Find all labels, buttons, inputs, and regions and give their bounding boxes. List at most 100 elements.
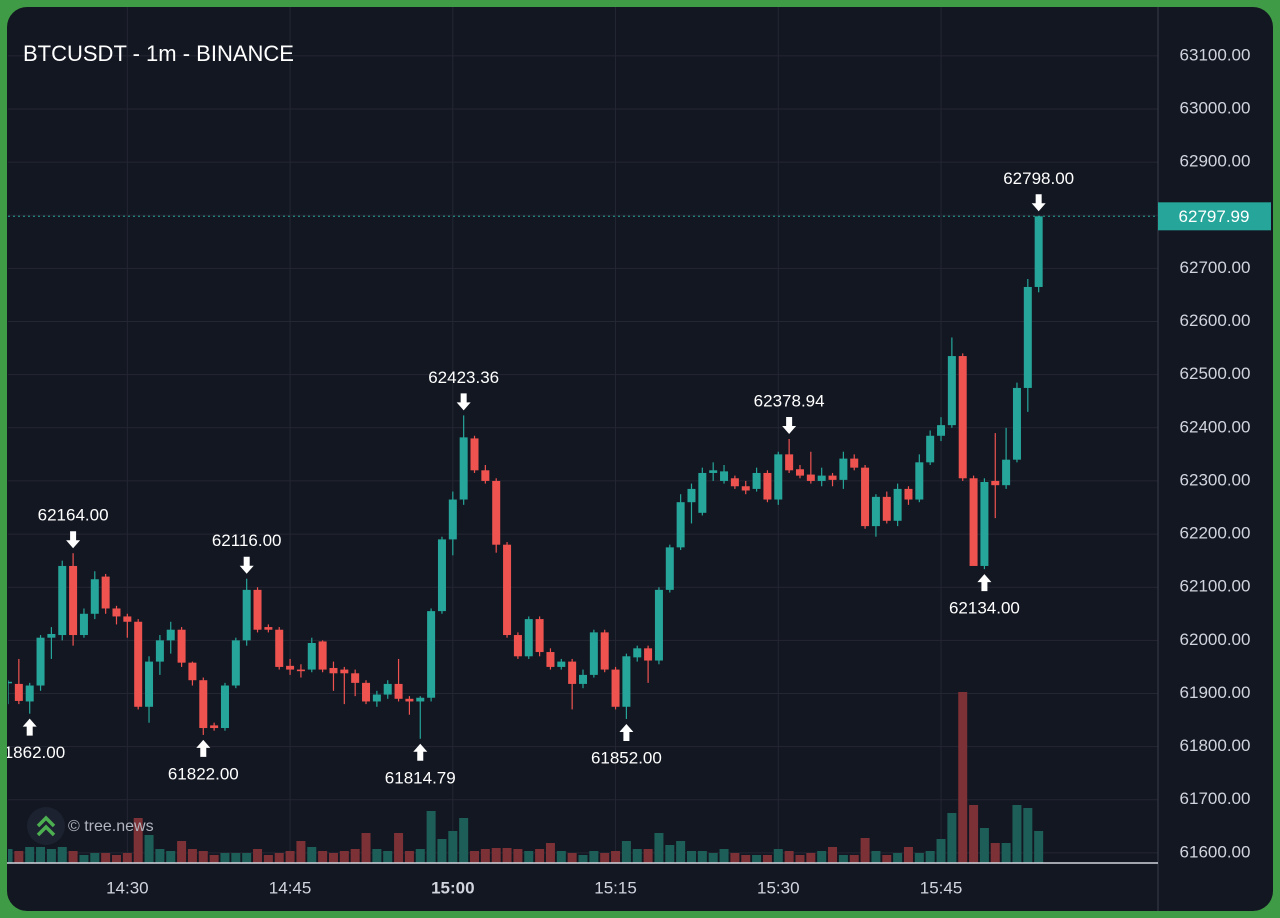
candle-body [199,680,208,729]
candle-body [318,641,327,670]
candle-body [1034,216,1043,287]
candle-body [177,629,186,663]
y-tick-label: 62700.00 [1180,258,1251,277]
volume-bar [686,851,696,863]
candle-body [709,470,718,473]
candle-body [947,356,956,426]
volume-bar [632,849,642,863]
volume-bar [838,855,848,863]
volume-bar [1001,843,1011,863]
volume-bar [773,849,783,863]
candle-body [329,667,338,674]
candle-body [633,648,642,658]
volume-bar [979,828,989,863]
candle-body [861,467,870,527]
candle-body [210,725,219,729]
volume-bar [361,833,371,863]
volume-bar [697,851,707,863]
candle-body [654,589,663,661]
candle-body [101,576,110,609]
candle-body [394,683,403,699]
volume-bar [578,855,588,863]
candle-body [535,619,544,653]
candle-body [806,474,815,481]
volume-bar [556,851,566,863]
volume-bar [437,839,447,863]
volume-bar [925,851,935,863]
candle-body [600,632,609,670]
annotation-arrow [413,743,428,761]
volume-bar [36,847,46,863]
candle-body [926,435,935,463]
candle-body [253,589,262,630]
volume-layer [8,692,1044,863]
watermark-chevrons [36,815,56,837]
volume-bar [231,853,241,863]
candle-body [698,472,707,513]
candle-body [383,683,392,695]
annotation-label: 61862.00 [0,743,65,762]
candle-body [720,471,729,481]
volume-bar [708,853,718,863]
last-price-label: 62797.99 [1179,207,1250,226]
watermark-text: © tree.news [68,818,154,835]
y-tick-label: 62100.00 [1180,577,1251,596]
candle-body [405,698,414,702]
volume-bar [274,853,284,863]
candle-body [145,661,154,707]
volume-bar [903,847,913,863]
volume-bar [947,813,957,863]
candle-body [611,669,620,707]
annotation-arrow [239,556,254,574]
volume-bar [296,841,306,863]
candle-body [416,697,425,702]
candle-body [307,643,316,670]
y-tick-label: 62900.00 [1180,152,1251,171]
candle-body [372,694,381,702]
candle-body [893,488,902,521]
volume-bar [762,855,772,863]
candle-body [687,488,696,503]
candle-body [850,458,859,468]
volume-bar [795,855,805,863]
x-tick-label: 14:30 [106,878,149,897]
candle-body [69,565,78,636]
x-tick-label: 15:45 [920,878,963,897]
candle-body [980,481,989,566]
annotation-arrow [456,393,471,411]
volume-bar [600,853,610,863]
chart-title: BTCUSDT - 1m - BINANCE [23,41,294,66]
grid [8,7,1158,863]
y-tick-label: 61800.00 [1180,736,1251,755]
candle-body [492,480,501,545]
volume-bar [166,851,176,863]
candle-body [275,629,284,667]
volume-bar [394,833,404,863]
volume-bar [1012,805,1022,863]
candle-body [362,682,371,702]
annotation-label: 61852.00 [591,748,662,767]
annotation-arrow [22,718,37,736]
candle-body [58,565,67,636]
volume-bar [187,849,197,863]
annotation-label: 61814.79 [385,768,456,787]
candle-body [991,480,1000,486]
volume-bar [426,811,436,863]
candle-body [665,547,674,590]
volume-bar [893,853,903,863]
volume-bar [307,847,317,863]
volume-bar [79,855,89,863]
volume-bar [914,853,924,863]
volume-bar [470,851,480,863]
candle-body [871,496,880,527]
annotation-label: 61822.00 [168,764,239,783]
volume-bar [209,855,219,863]
candle-body [882,496,891,521]
candle-body [524,619,533,657]
x-tick-label: 15:15 [594,878,637,897]
volume-bar [990,843,1000,863]
candle-body [90,579,99,614]
y-tick-label: 62000.00 [1180,630,1251,649]
candle-body [839,458,848,480]
